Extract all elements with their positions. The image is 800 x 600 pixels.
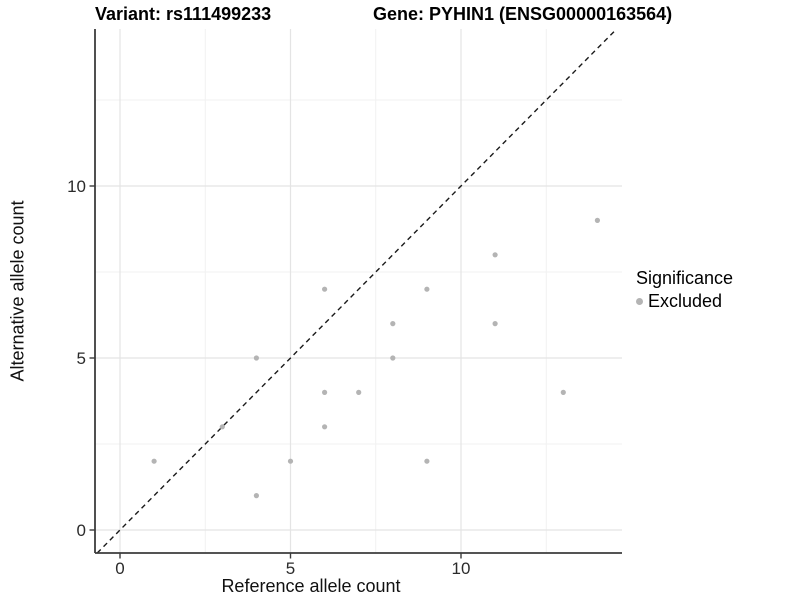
- data-point: [560, 389, 566, 395]
- data-point: [287, 458, 294, 464]
- data-point: [151, 458, 157, 464]
- legend: Significance Excluded: [636, 268, 733, 312]
- legend-title: Significance: [636, 268, 734, 288]
- data-point: [322, 286, 328, 292]
- data-point: [322, 424, 328, 430]
- plot-title-variant: Variant: rs111499233: [95, 4, 272, 24]
- data-point: [424, 286, 430, 292]
- data-point: [492, 321, 498, 327]
- data-point: [390, 355, 396, 361]
- data-point: [390, 321, 396, 327]
- data-point: [594, 217, 601, 223]
- data-point: [356, 389, 362, 395]
- legend-entry-label: Excluded: [648, 291, 723, 311]
- y-tick-label: 5: [77, 349, 86, 368]
- data-point: [253, 493, 259, 499]
- x-tick-label: 0: [115, 559, 124, 578]
- data-point: [492, 252, 498, 258]
- y-axis-title: Alternative allele count: [7, 200, 28, 382]
- plot-title-gene: Gene: PYHIN1 (ENSG00000163564): [373, 4, 673, 24]
- identity-line-dashed: [96, 28, 618, 554]
- x-tick-label: 10: [452, 559, 471, 578]
- data-point: [253, 355, 259, 361]
- data-point: [322, 389, 328, 395]
- x-tick-label: 5: [286, 559, 295, 578]
- legend-point-icon: [636, 298, 643, 305]
- data-point: [424, 458, 430, 464]
- y-tick-label: 10: [67, 177, 86, 196]
- data-point: [219, 424, 225, 430]
- y-axis-title-area: Alternative allele count: [3, 0, 33, 582]
- x-axis-title: Reference allele count: [221, 576, 401, 596]
- y-tick-label: 0: [77, 521, 86, 540]
- legend-entry-excluded: Excluded: [636, 291, 733, 312]
